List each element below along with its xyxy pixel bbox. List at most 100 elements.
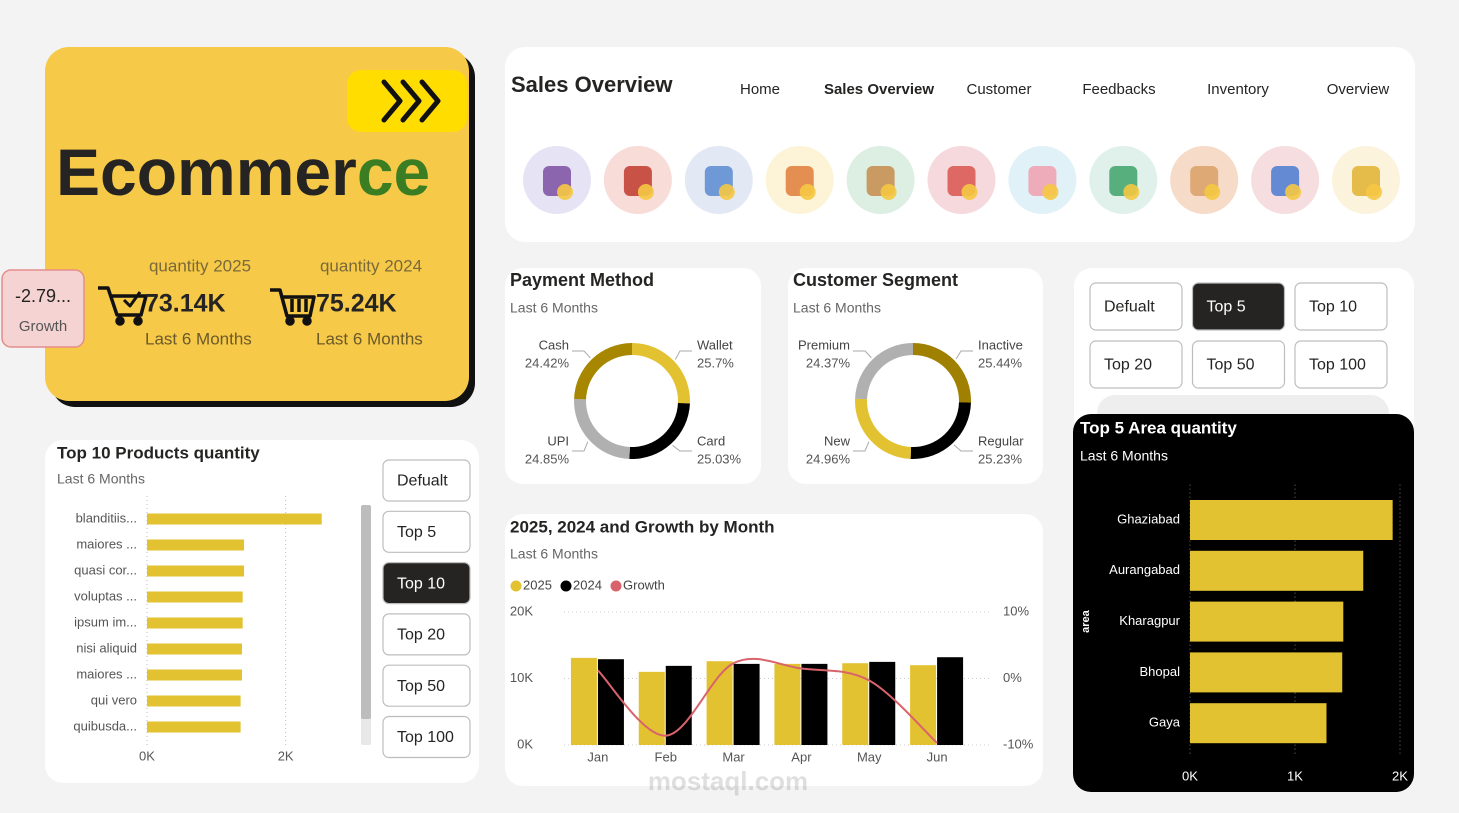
y-tick-label: Aurangabad (1109, 562, 1180, 577)
cart-icon (270, 288, 316, 326)
filter-label[interactable]: Top 5 (397, 524, 436, 541)
nav-item[interactable]: Customer (966, 81, 1031, 98)
legend-label: Growth (623, 577, 665, 592)
donut-slice (574, 343, 632, 400)
y-tick-label: voluptas ... (74, 588, 137, 603)
leader-line (955, 350, 973, 360)
x-tick-label: May (857, 749, 882, 764)
icon-shape (718, 184, 735, 200)
bar (147, 591, 243, 603)
filter-button[interactable] (382, 664, 471, 707)
filter-button[interactable] (382, 561, 471, 605)
donut-value: 25.23% (978, 451, 1023, 466)
chart-subtitle: Last 6 Months (510, 300, 598, 316)
filter-button[interactable] (382, 510, 471, 553)
kpi-label: quantity 2025 (149, 256, 251, 275)
filter-button[interactable] (1089, 282, 1183, 331)
filter-label[interactable]: Top 100 (1309, 357, 1366, 374)
chart-subtitle: Last 6 Months (510, 546, 598, 562)
filter-label[interactable]: Top 50 (397, 678, 445, 695)
chart-subtitle: Last 6 Months (57, 471, 145, 487)
nav-item[interactable]: Sales Overview (824, 81, 934, 98)
icon-shape (1204, 184, 1221, 200)
icon-shape (1285, 184, 1302, 200)
filter-label[interactable]: Top 20 (397, 627, 445, 644)
donut-value: 25.44% (978, 355, 1023, 370)
icon-shape (880, 184, 897, 200)
legend-dot (510, 580, 522, 592)
bar (910, 665, 937, 745)
title-part: Ecommer (56, 135, 357, 209)
y-tick-label: 10K (510, 670, 533, 685)
y2-tick-label: 0% (1003, 670, 1022, 685)
filter-button[interactable] (1191, 340, 1286, 389)
bar (869, 661, 896, 745)
x-tick-label: 2K (1392, 768, 1408, 783)
filter-label[interactable]: Top 10 (1309, 299, 1357, 316)
filter-button[interactable] (1294, 282, 1388, 331)
filter-label[interactable]: Top 50 (1207, 357, 1255, 374)
scrollbar-thumb[interactable] (361, 505, 371, 719)
icon-shape (1042, 184, 1059, 200)
filter-button[interactable] (382, 613, 471, 656)
leader-line (853, 441, 870, 452)
leader-line (674, 350, 692, 360)
bar (1190, 550, 1364, 591)
line-series (597, 657, 938, 744)
bar (1190, 601, 1344, 642)
filter-label[interactable]: Top 5 (1207, 299, 1246, 316)
x-tick-label: 0K (139, 748, 155, 763)
donut-slice (574, 398, 630, 459)
donut-value: 24.37% (806, 355, 851, 370)
y-tick-label: blanditiis... (76, 510, 137, 525)
filter-button[interactable] (1089, 340, 1183, 389)
donut-value: 25.7% (697, 355, 734, 370)
bar (937, 657, 964, 745)
filter-label[interactable]: Top 100 (397, 729, 454, 746)
donut-slice (632, 343, 690, 404)
bar (147, 617, 243, 629)
chart-subtitle: Last 6 Months (793, 300, 881, 316)
growth-label: Growth (19, 318, 67, 335)
banner-title: Ecommerce (56, 135, 430, 209)
bar (706, 661, 733, 745)
filter-label[interactable]: Top 20 (1104, 357, 1152, 374)
x-tick-label: Apr (791, 749, 812, 764)
filter-button[interactable] (1294, 340, 1388, 389)
card (505, 268, 761, 484)
bar (597, 659, 624, 745)
nav-item[interactable]: Feedbacks (1082, 81, 1155, 98)
kpi-value: 73.14K (145, 290, 226, 318)
arrow-tab[interactable] (347, 70, 467, 132)
filter-button[interactable] (382, 715, 471, 759)
nav-item[interactable]: Overview (1327, 81, 1390, 98)
y-tick-label: qui vero (91, 692, 137, 707)
nav-item[interactable]: Home (740, 81, 780, 98)
filter-button[interactable] (382, 459, 471, 502)
y-tick-label: quibusda... (73, 718, 137, 733)
bar (147, 695, 241, 707)
bar (147, 721, 241, 733)
filter-label[interactable]: Defualt (397, 473, 448, 490)
y-tick-label: Gaya (1149, 715, 1181, 730)
y2-tick-label: 10% (1003, 603, 1029, 618)
bar (638, 671, 665, 745)
bar (774, 663, 801, 745)
title-part: ce (357, 135, 430, 209)
x-tick-label: Jan (587, 749, 608, 764)
donut-label: Cash (539, 337, 569, 352)
icon-shape (557, 184, 573, 200)
filter-label[interactable]: Defualt (1104, 299, 1155, 316)
nav-title: Sales Overview (511, 72, 673, 97)
y-tick-label: maiores ... (76, 536, 137, 551)
filter-button[interactable] (1191, 282, 1286, 331)
banner (45, 47, 469, 401)
y-tick-label: ipsum im... (74, 614, 137, 629)
bar (1190, 500, 1393, 540)
bar (1190, 703, 1327, 744)
legend-dot (560, 580, 572, 592)
y-tick-label: Bhopal (1140, 664, 1181, 679)
nav-item[interactable]: Inventory (1207, 81, 1269, 98)
filter-label[interactable]: Top 10 (397, 575, 445, 592)
